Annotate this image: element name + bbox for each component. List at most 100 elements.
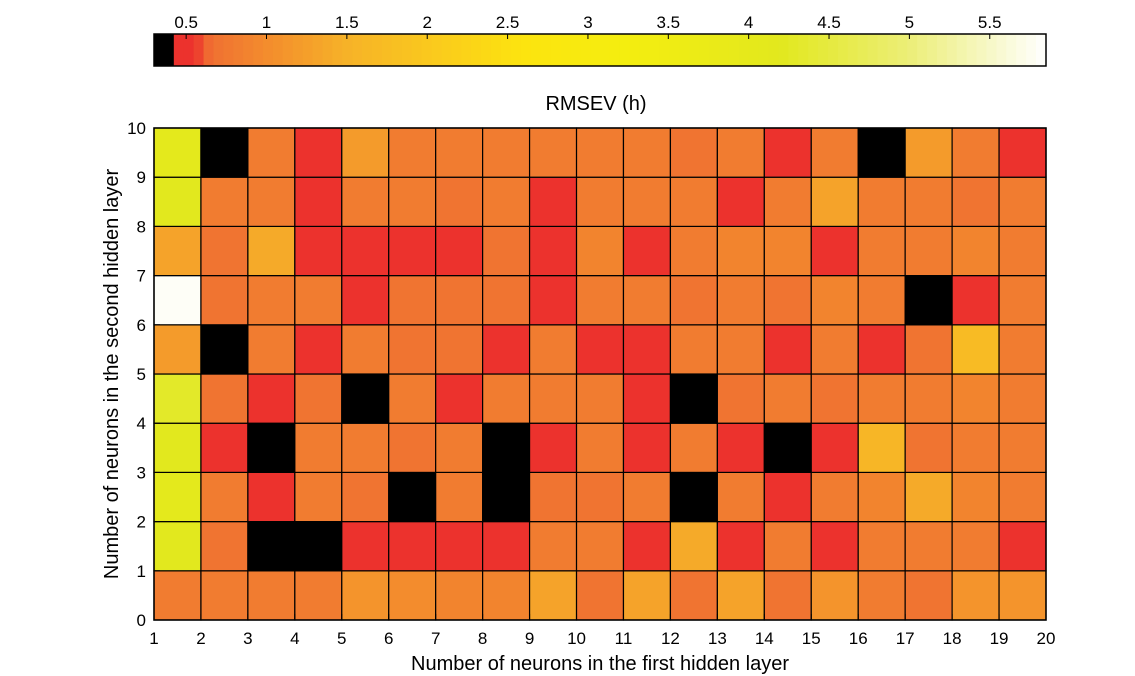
heatmap-cell [622, 176, 672, 227]
heatmap-cell [810, 422, 859, 474]
colorbar-swatch [253, 34, 264, 66]
colorbar-swatch [272, 34, 284, 66]
heatmap-cell [904, 324, 953, 375]
colorbar-swatch [619, 34, 631, 66]
colorbar-swatch [917, 34, 928, 66]
heatmap-cell [810, 275, 859, 326]
colorbar-swatch [570, 34, 581, 66]
heatmap-cell [998, 324, 1047, 375]
colorbar-frame [153, 33, 1047, 67]
heatmap-cell [200, 127, 249, 178]
colorbar-swatch [659, 34, 670, 66]
heatmap-cell [247, 471, 296, 523]
heatmap-cell [341, 570, 390, 621]
x-axis-title: Number of neurons in the first hidden la… [411, 653, 789, 675]
heatmap-cell [294, 324, 343, 375]
heatmap-cell [716, 176, 765, 227]
colorbar-tick-label: 0.5 [174, 13, 198, 32]
heatmap-cell [528, 275, 578, 326]
heatmap-cell [951, 324, 1000, 375]
heatmap-cell [482, 225, 531, 277]
colorbar-swatch [709, 34, 720, 66]
x-tick-label: 3 [243, 629, 252, 648]
heatmap-cell [904, 520, 953, 572]
colorbar-swatch [243, 34, 254, 66]
heatmap-cell [153, 127, 202, 178]
heatmap-cell [857, 422, 906, 474]
heatmap-cell [716, 324, 765, 375]
x-tick-label: 1 [149, 629, 158, 648]
colorbar-swatch [461, 34, 472, 66]
colorbar-swatch [1016, 34, 1027, 66]
heatmap-cell [153, 176, 202, 227]
colorbar-swatch [342, 34, 353, 66]
heatmap-cell [575, 373, 625, 424]
heatmap-cell [341, 471, 390, 523]
colorbar-swatch [401, 34, 413, 66]
heatmap-cell [763, 324, 812, 375]
heatmap-cell [528, 570, 578, 621]
heatmap-cell [388, 225, 437, 277]
y-tick-label: 9 [137, 168, 146, 187]
heatmap-cell [482, 471, 531, 523]
heatmap-cell [669, 324, 718, 375]
heatmap-cell [575, 225, 625, 277]
heatmap-cell [575, 422, 625, 474]
colorbar-swatch [936, 34, 948, 66]
colorbar-swatch [718, 34, 730, 66]
heatmap-cell [200, 570, 249, 621]
heatmap-cell [153, 373, 202, 424]
heatmap-cell [716, 422, 765, 474]
heatmap-cell [810, 373, 859, 424]
heatmap-cell [904, 225, 953, 277]
heatmap-cell [669, 471, 718, 523]
heatmap-cell [482, 520, 531, 572]
heatmap-cell [482, 324, 531, 375]
heatmap-cell [857, 373, 906, 424]
colorbar-swatch [441, 34, 452, 66]
x-tick-label: 16 [849, 629, 868, 648]
heatmap-cells [153, 127, 1047, 621]
heatmap-cell [388, 520, 437, 572]
x-tick-label: 13 [708, 629, 727, 648]
heatmap-cell [294, 520, 343, 572]
heatmap-cell [341, 520, 390, 572]
heatmap-cell [622, 275, 672, 326]
x-tick-label: 9 [525, 629, 534, 648]
colorbar-swatch [877, 34, 889, 66]
heatmap-cell [294, 176, 343, 227]
heatmap-cell [247, 275, 296, 326]
heatmap-cell [904, 422, 953, 474]
colorbar-swatch [381, 34, 393, 66]
colorbar-swatch [679, 34, 690, 66]
colorbar-tick-label: 1.5 [335, 13, 359, 32]
heatmap-cell [435, 422, 484, 474]
colorbar-swatch [897, 34, 908, 66]
colorbar-swatch [966, 34, 978, 66]
heatmap-cell [247, 373, 296, 424]
colorbar-swatch [173, 34, 185, 66]
heatmap-cell [482, 422, 531, 474]
colorbar-swatch [530, 34, 542, 66]
heatmap-cell [247, 127, 296, 178]
heatmap-cell [294, 225, 343, 277]
colorbar-swatch [590, 34, 601, 66]
y-tick-label: 3 [137, 463, 146, 482]
heatmap-plot-area: 1 2 3 4 5 6 7 8 9 10 11 12 13 14 15 16 17 18 19 20 01234567… [127, 119, 1055, 648]
heatmap-cell [716, 471, 765, 523]
heatmap-cell [200, 422, 249, 474]
heatmap-cell [247, 422, 296, 474]
colorbar-gradient [154, 34, 1046, 66]
heatmap-cell [998, 570, 1047, 621]
heatmap-cell [951, 127, 1000, 178]
heatmap-cell [763, 520, 812, 572]
colorbar-swatch [689, 34, 700, 66]
colorbar-swatch [580, 34, 591, 66]
colorbar-swatch [163, 34, 175, 66]
colorbar-swatch [748, 34, 760, 66]
colorbar-swatch [352, 34, 363, 66]
heatmap-cell [341, 275, 390, 326]
colorbar-swatch [669, 34, 680, 66]
colorbar-swatch [778, 34, 789, 66]
heatmap-cell [810, 520, 859, 572]
